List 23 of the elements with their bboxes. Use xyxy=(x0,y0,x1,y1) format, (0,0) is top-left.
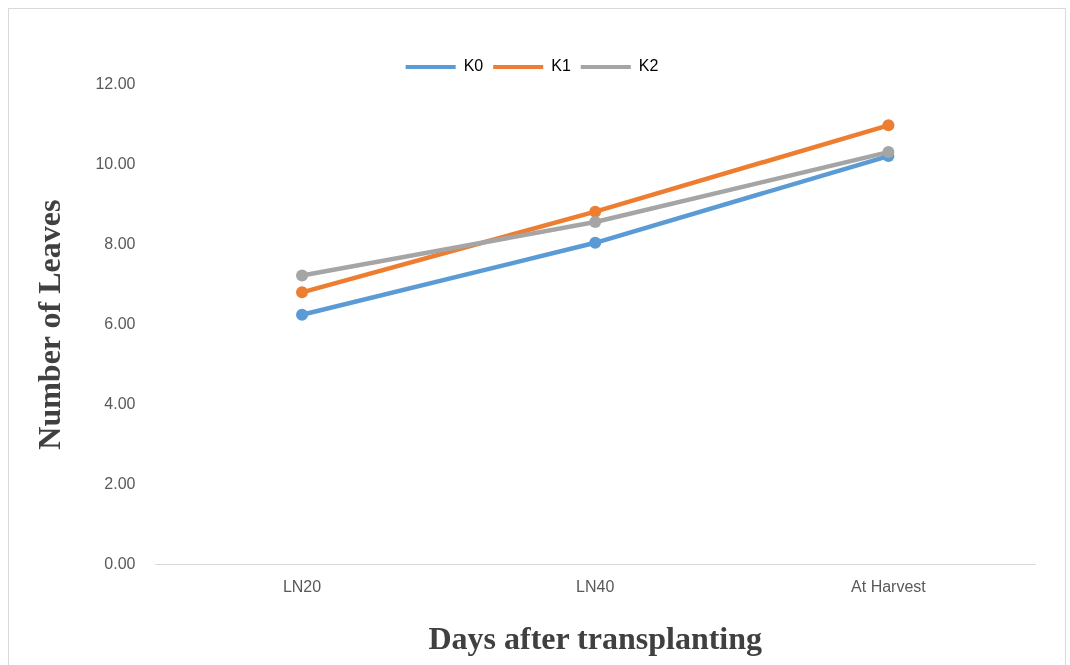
point xyxy=(589,236,602,249)
y-tick-label: 0.00 xyxy=(104,554,136,572)
point xyxy=(296,286,309,299)
y-tick-label: 10.00 xyxy=(95,155,136,173)
x-tick-label: LN20 xyxy=(282,578,322,596)
y-tick-label: 6.00 xyxy=(104,315,136,333)
x-tick-label: At Harvest xyxy=(851,578,927,596)
point xyxy=(296,308,309,321)
point xyxy=(296,269,309,282)
y-tick-label: 4.00 xyxy=(104,395,136,413)
point xyxy=(882,146,895,159)
y-tick-label: 12.00 xyxy=(95,75,136,93)
point xyxy=(882,119,895,132)
legend-label: K2 xyxy=(638,57,659,75)
y-axis-title: Number of Leaves xyxy=(31,199,68,450)
legend-label: K0 xyxy=(463,57,484,75)
x-axis-title: Days after transplanting xyxy=(428,620,763,657)
y-tick-label: 2.00 xyxy=(104,474,136,492)
legend-label: K1 xyxy=(551,57,571,75)
point xyxy=(589,216,602,229)
x-tick-label: LN40 xyxy=(576,578,615,596)
point xyxy=(589,205,602,218)
y-tick-label: 8.00 xyxy=(104,235,136,253)
